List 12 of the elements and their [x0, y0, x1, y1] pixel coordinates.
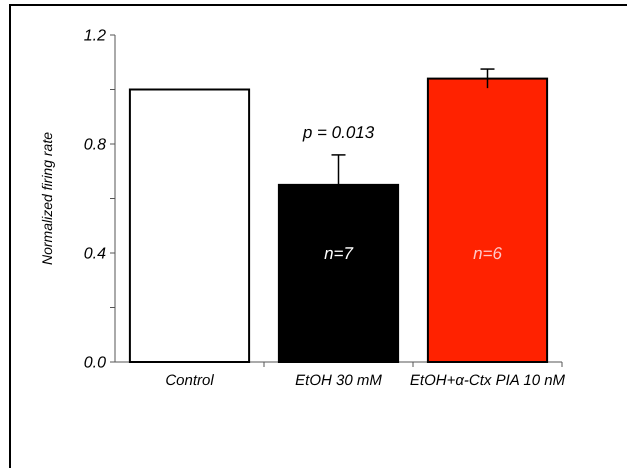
annotation: n=6	[473, 244, 502, 263]
y-axis-title: Normalized firing rate	[39, 132, 55, 266]
annotation: n=7	[324, 244, 354, 263]
x-tick-label: EtOH+α-Ctx PIA 10 nM	[410, 372, 566, 389]
y-tick-label: 0.8	[84, 136, 106, 154]
annotation: p = 0.013	[302, 122, 375, 142]
bar	[128, 88, 250, 363]
y-tick-label: 0.4	[84, 246, 106, 263]
y-tick-label: 0.0	[84, 354, 106, 372]
x-tick-label: EtOH 30 mM	[295, 372, 382, 389]
x-tick-label: Control	[165, 372, 214, 389]
y-tick-label: 1.2	[84, 28, 106, 45]
